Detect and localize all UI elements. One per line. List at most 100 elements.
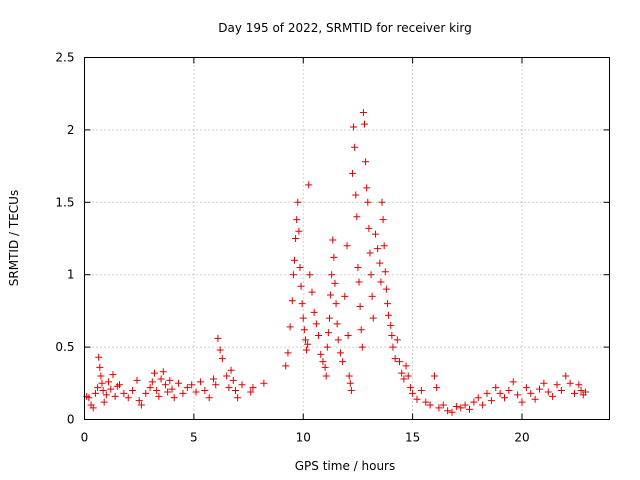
- data-point: [133, 376, 141, 384]
- data-point: [444, 407, 452, 415]
- data-point: [333, 320, 341, 328]
- data-point: [322, 372, 330, 380]
- data-point: [343, 242, 351, 250]
- data-point: [474, 394, 482, 402]
- data-point: [146, 384, 154, 392]
- data-point: [562, 372, 570, 380]
- data-point: [137, 401, 145, 409]
- data-point: [355, 278, 363, 286]
- data-point: [166, 376, 174, 384]
- chart-title: Day 195 of 2022, SRMTID for receiver kir…: [218, 21, 472, 35]
- data-point: [124, 394, 132, 402]
- data-point: [164, 388, 172, 396]
- data-point: [282, 362, 290, 370]
- data-point: [299, 314, 307, 322]
- data-point: [95, 353, 103, 361]
- data-point: [312, 320, 320, 328]
- data-point: [291, 256, 298, 264]
- data-point: [111, 392, 119, 400]
- data-point: [155, 392, 163, 400]
- data-point: [148, 378, 156, 386]
- data-point: [297, 282, 305, 290]
- data-point: [362, 158, 370, 166]
- data-point: [341, 292, 349, 300]
- data-point: [422, 398, 430, 406]
- data-point: [201, 387, 209, 395]
- data-point: [575, 381, 583, 389]
- data-point: [238, 381, 246, 389]
- data-point: [216, 346, 224, 354]
- data-point: [352, 191, 360, 199]
- data-point: [505, 387, 513, 395]
- data-point: [218, 355, 226, 363]
- data-point: [363, 184, 371, 192]
- data-point: [514, 391, 522, 399]
- data-point: [329, 236, 337, 244]
- data-point: [452, 402, 460, 410]
- data-point: [347, 387, 355, 395]
- data-point: [205, 394, 213, 402]
- data-point: [387, 321, 395, 329]
- data-point: [571, 389, 578, 397]
- data-point: [159, 368, 167, 376]
- data-point: [581, 388, 589, 396]
- data-point: [540, 379, 548, 387]
- data-point: [522, 384, 530, 392]
- y-tick-label: 2.5: [55, 51, 74, 65]
- data-point: [310, 308, 318, 316]
- axis-ticks: 0 0.5 1 1.5 2 2.5 0 5 10 15 20: [55, 51, 610, 445]
- data-point: [98, 379, 106, 387]
- data-point: [527, 389, 535, 397]
- data-point: [192, 388, 200, 396]
- data-point: [361, 120, 368, 128]
- data-point: [353, 213, 361, 221]
- data-point: [120, 389, 128, 397]
- data-point: [293, 216, 301, 224]
- data-point: [210, 375, 218, 383]
- data-point: [483, 389, 491, 397]
- data-point: [376, 259, 384, 267]
- data-point: [301, 336, 309, 344]
- data-points: [83, 109, 589, 416]
- data-point: [345, 372, 353, 380]
- data-point: [348, 169, 356, 177]
- data-point: [487, 397, 495, 405]
- data-point: [300, 326, 308, 334]
- data-point: [536, 385, 543, 393]
- data-point: [531, 395, 539, 403]
- data-point: [292, 235, 300, 242]
- data-point: [175, 379, 183, 387]
- data-point: [94, 384, 102, 392]
- data-point: [308, 288, 316, 296]
- data-point: [404, 372, 412, 380]
- data-point: [168, 385, 176, 393]
- data-point: [400, 375, 408, 383]
- data-point: [296, 263, 304, 271]
- data-point: [321, 363, 329, 371]
- data-point: [378, 198, 386, 206]
- data-point: [435, 404, 443, 412]
- data-point: [331, 279, 339, 287]
- data-point: [577, 387, 585, 395]
- x-axis-title: GPS time / hours: [295, 459, 396, 473]
- data-point: [294, 198, 302, 206]
- data-point: [426, 401, 434, 409]
- data-point: [479, 401, 487, 409]
- data-point: [324, 329, 332, 337]
- data-point: [544, 388, 552, 396]
- data-point: [249, 384, 257, 392]
- data-point: [284, 349, 292, 357]
- data-point: [227, 366, 235, 374]
- x-tick-label: 5: [190, 431, 198, 445]
- data-point: [382, 285, 390, 293]
- data-point: [358, 343, 366, 351]
- data-point: [196, 378, 204, 386]
- data-point: [305, 181, 313, 189]
- data-point: [509, 378, 517, 386]
- data-point: [229, 376, 237, 384]
- data-point: [298, 300, 306, 308]
- data-point: [566, 379, 574, 387]
- data-point: [518, 398, 526, 406]
- data-point: [346, 379, 354, 387]
- data-point: [286, 323, 294, 331]
